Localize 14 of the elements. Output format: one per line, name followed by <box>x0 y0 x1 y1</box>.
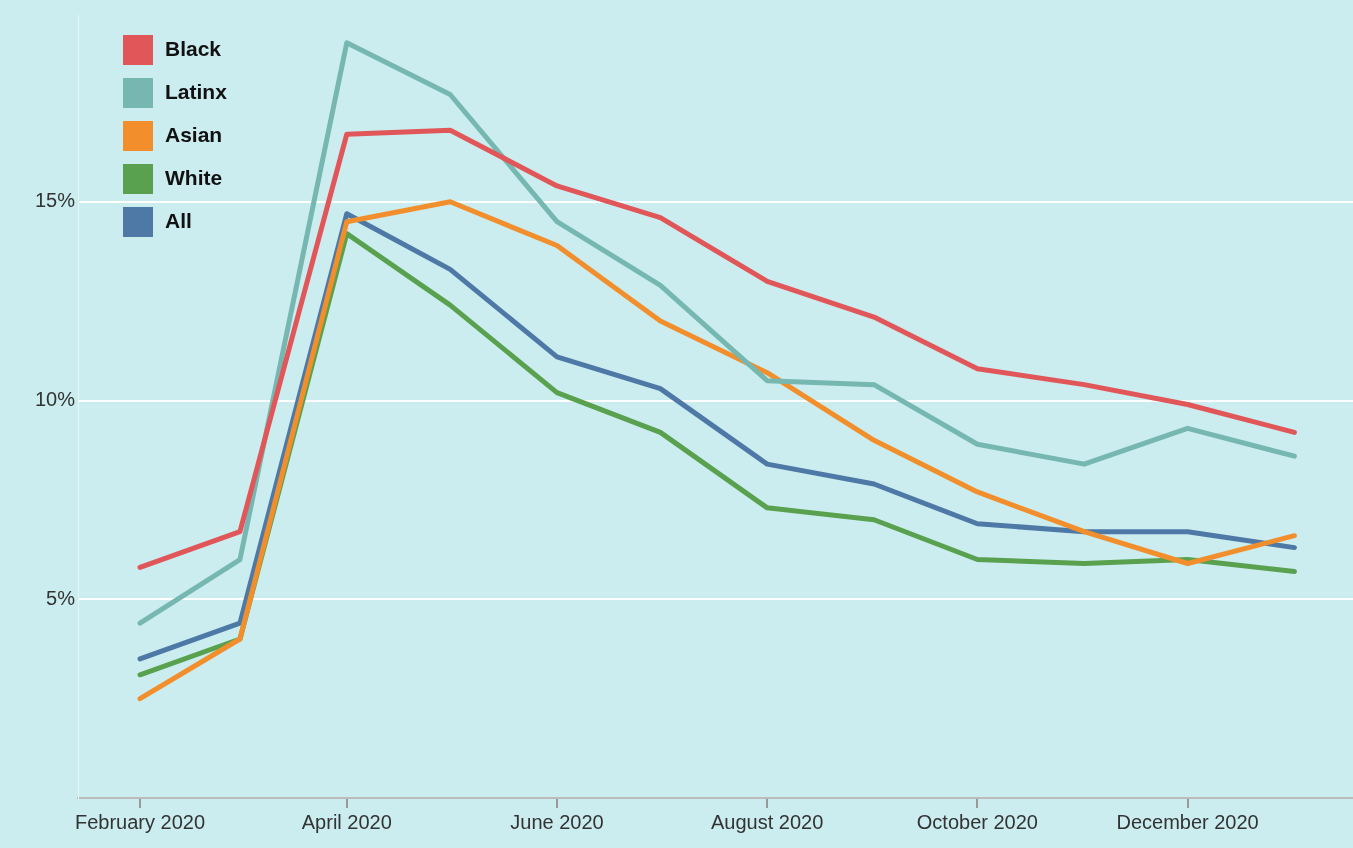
legend-label: White <box>165 165 223 189</box>
y-tick-label: 10% <box>34 388 76 411</box>
legend-label: All <box>165 208 192 232</box>
legend-label: Black <box>165 36 222 60</box>
x-tick-label: February 2020 <box>74 810 206 833</box>
legend-label: Latinx <box>165 79 228 103</box>
x-tick-label: June 2020 <box>510 810 604 833</box>
y-tick-label: 15% <box>34 189 76 212</box>
x-tick-label: August 2020 <box>711 810 824 833</box>
legend-label: Asian <box>165 122 223 146</box>
y-tick-label: 5% <box>46 586 76 609</box>
x-tick-label: April 2020 <box>301 810 392 833</box>
x-tick-label: October 2020 <box>916 810 1038 833</box>
x-tick-label: December 2020 <box>1116 810 1259 833</box>
